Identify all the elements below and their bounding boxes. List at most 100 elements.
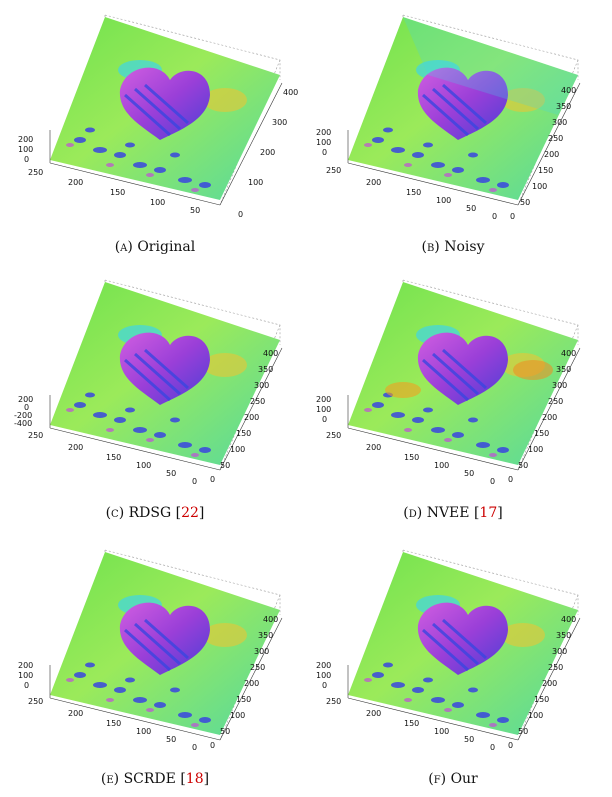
z-tick: 100	[316, 138, 331, 147]
y-tick: 150	[538, 166, 553, 175]
surface-plot-b: 200 100 0 400 350 300 250 200 150 100 50…	[316, 13, 582, 221]
z-tick: 0	[322, 148, 327, 157]
x-tick: 50	[190, 206, 200, 215]
x-tick: 100	[136, 461, 151, 470]
y-tick: 100	[528, 445, 543, 454]
y-tick: 0	[210, 741, 215, 750]
figure-panel-b: 200 100 0 400 350 300 250 200 150 100 50…	[308, 5, 598, 245]
x-tick: 150	[404, 719, 419, 728]
surface-plot-f: 200 100 0 400 350 300 250 200 150 100 50…	[316, 548, 582, 752]
x-tick: 0	[490, 477, 495, 486]
y-tick: 0	[210, 475, 215, 484]
caption-a: (a) Original	[114, 239, 196, 255]
z-tick: 100	[18, 671, 33, 680]
y-tick: 200	[544, 150, 559, 159]
y-tick: 200	[260, 148, 275, 157]
y-tick: 0	[508, 475, 513, 484]
z-tick: 200	[18, 395, 33, 404]
y-tick: 100	[230, 445, 245, 454]
x-tick: 100	[436, 196, 451, 205]
y-tick: 350	[258, 631, 273, 640]
y-tick: 400	[263, 349, 278, 358]
surface-plot-d: 200 100 0 400 350 300 250 200 150 100 50…	[316, 278, 582, 486]
caption-c: (c) RDSG [22]	[105, 505, 205, 521]
citation-link[interactable]: 22	[181, 505, 199, 521]
x-tick: 0	[492, 212, 497, 221]
y-tick: 400	[283, 88, 298, 97]
y-tick: 100	[248, 178, 263, 187]
x-tick: 200	[68, 443, 83, 452]
x-tick: 150	[106, 719, 121, 728]
caption-f: (f) Our	[428, 771, 478, 787]
citation-link[interactable]: 18	[185, 771, 204, 787]
y-tick: 350	[556, 365, 571, 374]
x-tick: 0	[192, 477, 197, 486]
x-tick: 150	[404, 453, 419, 462]
x-tick: 50	[166, 469, 176, 478]
y-tick: 300	[254, 647, 269, 656]
x-tick: 200	[366, 443, 381, 452]
surface-plot-e: 200 100 0 400 350 300 250 200 150 100 50…	[18, 548, 284, 752]
x-tick: 200	[68, 178, 83, 187]
x-tick: 250	[326, 431, 341, 440]
y-tick: 0	[510, 212, 515, 221]
caption-b: (b) Noisy	[421, 239, 485, 255]
x-tick: 150	[406, 188, 421, 197]
x-tick: 250	[28, 697, 43, 706]
citation-link[interactable]: 17	[479, 505, 498, 521]
x-tick: 250	[28, 168, 43, 177]
surface-plot-c: 200 0 -200 -400 400 350 300 250 200 150 …	[14, 278, 284, 486]
x-tick: 150	[106, 453, 121, 462]
x-tick: 50	[166, 735, 176, 744]
x-tick: 200	[68, 709, 83, 718]
x-tick: 50	[464, 735, 474, 744]
y-tick: 50	[518, 727, 528, 736]
y-tick: 250	[548, 397, 563, 406]
surface-plot-a: 200 100 0 400 300 200 100 0 250 200 150 …	[18, 13, 298, 219]
y-tick: 400	[561, 349, 576, 358]
z-tick: 0	[24, 155, 29, 164]
figure-panel-e: 200 100 0 400 350 300 250 200 150 100 50…	[10, 540, 300, 780]
x-tick: 150	[110, 188, 125, 197]
z-tick: 200	[316, 128, 331, 137]
y-tick: 300	[552, 118, 567, 127]
z-tick: 200	[18, 135, 33, 144]
x-tick: 250	[326, 166, 341, 175]
y-tick: 100	[532, 182, 547, 191]
z-tick: 200	[316, 395, 331, 404]
z-tick: 100	[316, 671, 331, 680]
z-tick: -400	[14, 419, 32, 428]
figure-panel-d: 200 100 0 400 350 300 250 200 150 100 50…	[308, 270, 598, 510]
y-tick: 400	[561, 615, 576, 624]
z-tick: 0	[322, 415, 327, 424]
y-tick: 300	[272, 118, 287, 127]
y-tick: 350	[556, 102, 571, 111]
x-tick: 100	[150, 198, 165, 207]
y-tick: 300	[254, 381, 269, 390]
y-tick: 150	[534, 695, 549, 704]
y-tick: 100	[230, 711, 245, 720]
figure-panel-a: 200 100 0 400 300 200 100 0 250 200 150 …	[10, 5, 300, 245]
figure-panel-c: 200 0 -200 -400 400 350 300 250 200 150 …	[10, 270, 300, 510]
y-tick: 200	[542, 679, 557, 688]
x-tick: 200	[366, 178, 381, 187]
y-tick: 350	[556, 631, 571, 640]
y-tick: 50	[520, 198, 530, 207]
y-tick: 150	[236, 429, 251, 438]
caption-e: (e) SCRDE [18]	[100, 771, 210, 787]
y-tick: 300	[552, 381, 567, 390]
z-tick: 200	[316, 661, 331, 670]
y-tick: 250	[250, 663, 265, 672]
y-tick: 150	[236, 695, 251, 704]
y-tick: 400	[263, 615, 278, 624]
y-tick: 200	[244, 679, 259, 688]
z-tick: 0	[24, 403, 29, 412]
z-tick: 100	[18, 145, 33, 154]
x-tick: 250	[326, 697, 341, 706]
x-tick: 250	[28, 431, 43, 440]
x-tick: 0	[490, 743, 495, 752]
z-tick: 200	[18, 661, 33, 670]
y-tick: 150	[534, 429, 549, 438]
y-tick: 50	[518, 461, 528, 470]
x-tick: 100	[136, 727, 151, 736]
